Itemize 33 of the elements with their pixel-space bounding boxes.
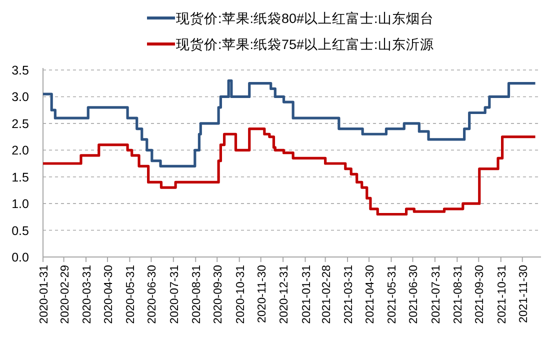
x-tick-label: 2020-04-30 (102, 265, 115, 324)
x-tick-label: 2020-06-30 (146, 265, 159, 324)
x-tick-label: 2020-12-31 (278, 265, 291, 324)
x-tick-label: 2021-10-31 (496, 265, 508, 324)
y-tick-label: 3.0 (12, 90, 30, 104)
y-tick-label: 1.0 (12, 197, 30, 212)
x-tick-label: 2021-08-31 (452, 265, 465, 324)
x-tick-label: 2021-03-31 (343, 265, 356, 324)
x-tick-label: 2020-11-30 (256, 265, 268, 323)
x-tick-label: 2020-02-29 (59, 265, 72, 324)
x-tick-label: 2020-09-30 (212, 265, 225, 324)
y-tick-label: 2.0 (12, 144, 30, 158)
y-tick-label: 2.5 (12, 116, 30, 131)
x-tick-label: 2020-10-31 (234, 265, 247, 324)
y-tick-label: 0.5 (12, 224, 30, 238)
x-tick-label: 2021-05-31 (386, 265, 399, 324)
y-tick-label: 1.5 (12, 170, 30, 184)
x-tick-label: 2020-08-31 (191, 265, 204, 324)
legend-label: 现货价:苹果:纸袋80#以上红富士:山东烟台 (176, 11, 434, 26)
y-tick-label: 3.5 (12, 64, 30, 78)
x-tick-label: 2020-03-31 (81, 265, 94, 324)
x-tick-label: 2020-05-31 (125, 265, 138, 324)
y-tick-label: 0.0 (12, 250, 30, 264)
x-tick-label: 2020-07-31 (168, 265, 181, 324)
x-tick-label: 2021-04-30 (364, 265, 377, 324)
x-tick-label: 2021-02-28 (320, 265, 333, 324)
x-tick-label: 2021-09-30 (474, 265, 486, 324)
x-tick-label: 2021-06-30 (408, 265, 420, 324)
x-tick-label: 2021-07-31 (430, 265, 442, 324)
x-tick-label: 2021-11-30 (518, 265, 530, 323)
legend-label: 现货价:苹果:纸袋75#以上红富士:山东沂源 (176, 37, 434, 52)
x-tick-label: 2020-01-31 (38, 265, 50, 324)
x-tick-label: 2021-01-31 (300, 265, 313, 324)
